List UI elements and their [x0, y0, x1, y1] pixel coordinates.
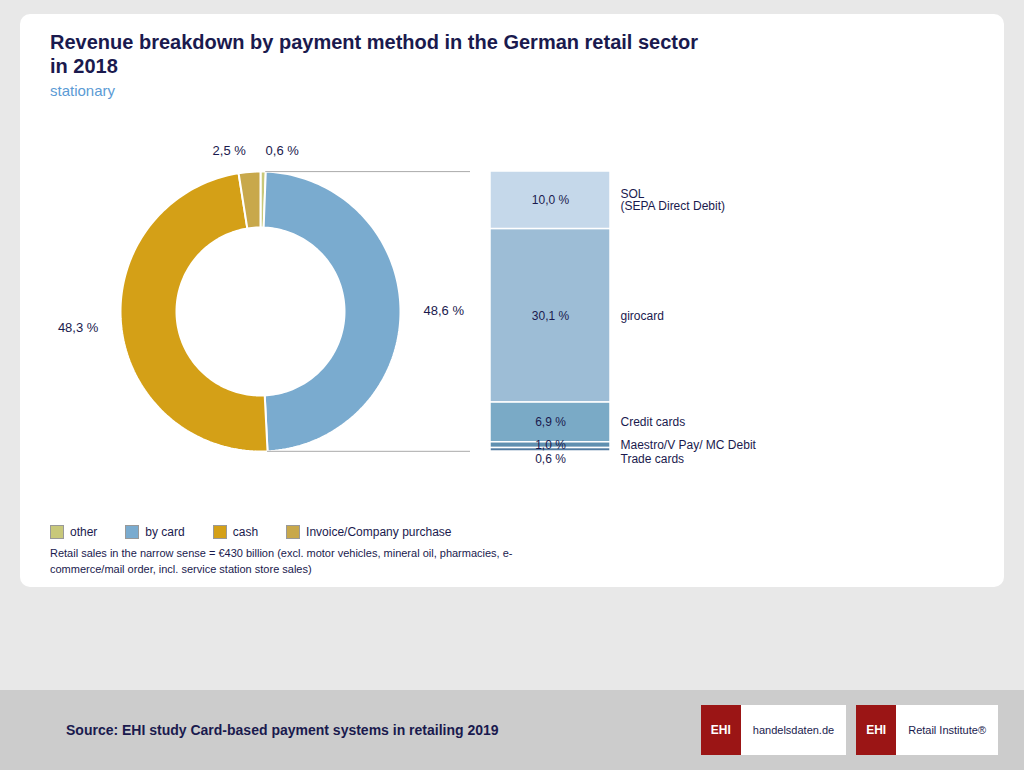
- svg-text:girocard: girocard: [621, 309, 664, 323]
- svg-text:6,9 %: 6,9 %: [535, 415, 566, 429]
- svg-text:10,0 %: 10,0 %: [532, 193, 570, 207]
- html-text:Source: EHI study Card-based p: Source: EHI study Card-based payment sys…: [66, 722, 499, 738]
- svg-text:SOL(SEPA Direct Debit): SOL(SEPA Direct Debit): [621, 187, 725, 213]
- html-text:other: other: [70, 525, 98, 539]
- svg-text:0,6 %: 0,6 %: [535, 452, 566, 466]
- html-text:handelsdaten.de: handelsdaten.de: [752, 724, 835, 736]
- html-text:EHI: EHI: [710, 723, 731, 737]
- html-text:Revenue breakdown by payment m: Revenue breakdown by payment method in t…: [50, 31, 698, 77]
- svg-text:0,6 %: 0,6 %: [266, 143, 300, 158]
- html-text:Retail sales in the narrow sen: Retail sales in the narrow sense = €430 …: [50, 547, 513, 575]
- svg-text:1,0 %: 1,0 %: [535, 438, 566, 452]
- html-text:by card: by card: [145, 525, 185, 539]
- svg-text:48,6 %: 48,6 %: [423, 303, 464, 318]
- html-text:Invoice/Company purchase: Invoice/Company purchase: [306, 525, 452, 539]
- svg-text:Maestro/V Pay/ MC Debit: Maestro/V Pay/ MC Debit: [621, 438, 757, 452]
- html-text:cash: cash: [232, 525, 259, 539]
- html-text:Retail Institute®: Retail Institute®: [908, 724, 986, 736]
- svg-text:Trade cards: Trade cards: [621, 452, 685, 466]
- html-text:stationary: stationary: [50, 82, 115, 99]
- svg-text:48,3 %: 48,3 %: [58, 320, 99, 335]
- svg-text:30,1 %: 30,1 %: [532, 309, 570, 323]
- svg-text:2,5 %: 2,5 %: [213, 143, 247, 158]
- svg-text:Credit cards: Credit cards: [621, 415, 686, 429]
- html-text:EHI: EHI: [866, 723, 887, 737]
